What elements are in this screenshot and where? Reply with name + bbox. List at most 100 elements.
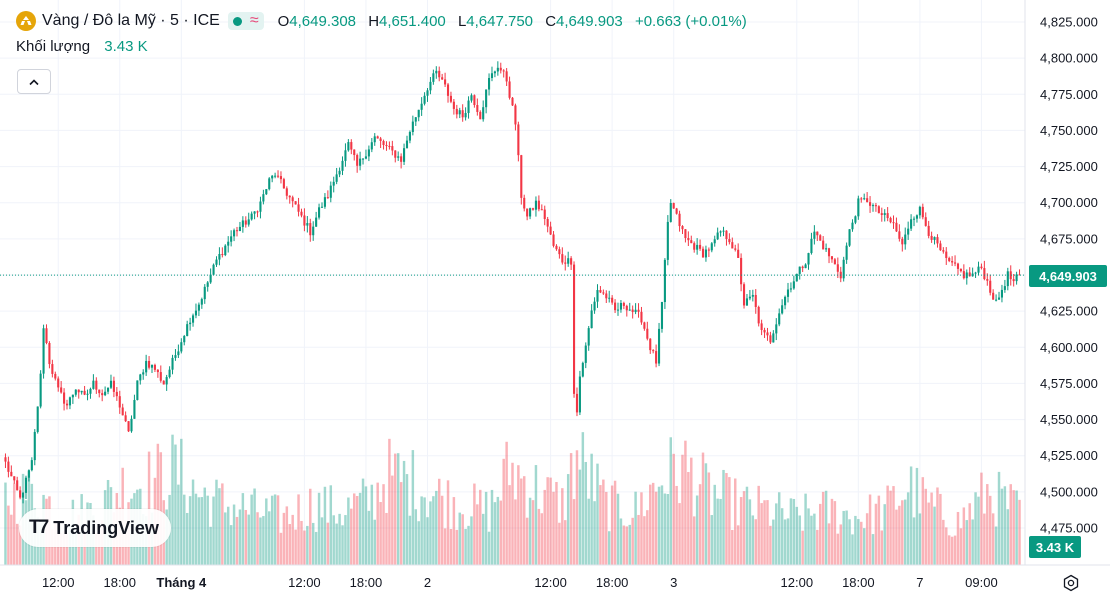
chart-settings-button[interactable] bbox=[1060, 572, 1082, 594]
candle-body bbox=[80, 390, 83, 393]
candle bbox=[218, 247, 221, 266]
volume-bar bbox=[373, 519, 376, 565]
candle-body bbox=[575, 393, 579, 413]
candle bbox=[558, 246, 561, 259]
volume-bar bbox=[476, 504, 479, 565]
time-axis[interactable]: 12:00 18:00 Tháng 4 12:00 18:00 2 12:00 18:00 3 1… bbox=[42, 575, 998, 590]
tradingview-wordmark: TradingView bbox=[53, 517, 159, 538]
candle bbox=[89, 387, 92, 399]
volume-bar bbox=[361, 478, 365, 565]
candle bbox=[713, 235, 716, 247]
volume-bar bbox=[1015, 490, 1018, 565]
low-label: L bbox=[457, 12, 467, 30]
candle-body bbox=[605, 293, 608, 299]
volume-bar bbox=[250, 494, 253, 565]
volume-bar bbox=[432, 496, 435, 565]
last-volume-badge: 3.43 K bbox=[1029, 536, 1081, 558]
volume-bar bbox=[798, 515, 801, 565]
market-open-dot-icon bbox=[232, 16, 242, 26]
candle-body bbox=[332, 181, 335, 186]
collapse-legend-button[interactable] bbox=[17, 69, 51, 94]
candle bbox=[156, 369, 159, 378]
candle bbox=[13, 476, 16, 484]
candle bbox=[435, 66, 438, 79]
candle-body bbox=[429, 81, 432, 91]
volume-bar bbox=[994, 526, 998, 565]
candle bbox=[417, 109, 420, 122]
candle bbox=[177, 344, 180, 358]
candle bbox=[731, 237, 734, 249]
candle bbox=[397, 151, 400, 161]
candle-body bbox=[927, 225, 930, 236]
candle-body bbox=[898, 231, 901, 239]
candle bbox=[215, 256, 218, 267]
candle-body bbox=[499, 67, 502, 71]
volume-bar bbox=[326, 522, 330, 565]
volume-bar bbox=[927, 502, 930, 565]
volume-bar bbox=[786, 518, 790, 565]
volume-bar bbox=[836, 533, 840, 565]
volume-bar bbox=[1006, 509, 1010, 565]
candle bbox=[191, 313, 195, 327]
volume-bar bbox=[564, 520, 567, 565]
market-status[interactable]: ≈ bbox=[227, 12, 264, 30]
candle bbox=[71, 394, 74, 404]
candle-body bbox=[288, 195, 291, 198]
candle bbox=[722, 226, 725, 237]
volume-bar bbox=[904, 499, 907, 565]
volume-bar bbox=[232, 504, 236, 565]
candle-body bbox=[526, 208, 529, 217]
volume-bar bbox=[353, 493, 356, 565]
volume-bar bbox=[807, 508, 810, 565]
volume-bar bbox=[10, 514, 13, 565]
volume-bar bbox=[833, 501, 837, 565]
candle bbox=[904, 227, 907, 250]
price-axis[interactable]: 4,825.000 4,800.000 4,775.000 4,750.000 4,72… bbox=[1040, 15, 1098, 536]
volume-bar bbox=[329, 485, 333, 565]
candle bbox=[464, 107, 467, 121]
candle-body bbox=[106, 387, 110, 392]
candle bbox=[760, 319, 763, 336]
candle-body bbox=[382, 140, 385, 145]
candle bbox=[628, 302, 631, 311]
price-tick-label: 4,775.000 bbox=[1040, 87, 1098, 102]
candle-body bbox=[215, 259, 218, 265]
candle-body bbox=[866, 198, 869, 203]
candle bbox=[684, 229, 687, 243]
candle-body bbox=[722, 230, 725, 232]
candle-body bbox=[781, 305, 784, 314]
volume-bar bbox=[830, 498, 834, 565]
candle bbox=[690, 235, 693, 244]
volume-bar bbox=[314, 531, 318, 565]
volume-bar bbox=[977, 496, 980, 565]
candle-body bbox=[827, 248, 831, 257]
symbol-title[interactable]: Vàng / Đô la Mỹ · 5 · ICE bbox=[42, 12, 220, 29]
volume-bar bbox=[924, 488, 927, 565]
candle-body bbox=[830, 256, 834, 260]
candle-body bbox=[341, 160, 344, 171]
volume-bar bbox=[613, 480, 617, 565]
tradingview-logo[interactable]: T7 TradingView bbox=[19, 509, 171, 547]
volume-bar bbox=[637, 514, 640, 565]
candle bbox=[341, 156, 344, 176]
candle-body bbox=[136, 380, 139, 400]
volume-bar bbox=[490, 489, 494, 565]
candle-body bbox=[335, 174, 338, 182]
volume-bar bbox=[736, 525, 740, 565]
volume-bar bbox=[458, 512, 461, 565]
volume-value: 3.43 K bbox=[104, 38, 148, 55]
candle bbox=[810, 232, 813, 255]
volume-bar bbox=[772, 519, 775, 565]
candle-body bbox=[124, 415, 127, 422]
volume-bar bbox=[704, 463, 708, 565]
candle bbox=[136, 380, 139, 401]
candle bbox=[866, 192, 869, 203]
candle-body bbox=[171, 357, 174, 370]
candle bbox=[45, 324, 48, 345]
volume-label[interactable]: Khối lượng bbox=[16, 38, 91, 55]
candle-body bbox=[19, 490, 22, 498]
candle bbox=[1006, 267, 1009, 291]
candle-body bbox=[825, 248, 828, 250]
candle-body bbox=[438, 70, 441, 78]
